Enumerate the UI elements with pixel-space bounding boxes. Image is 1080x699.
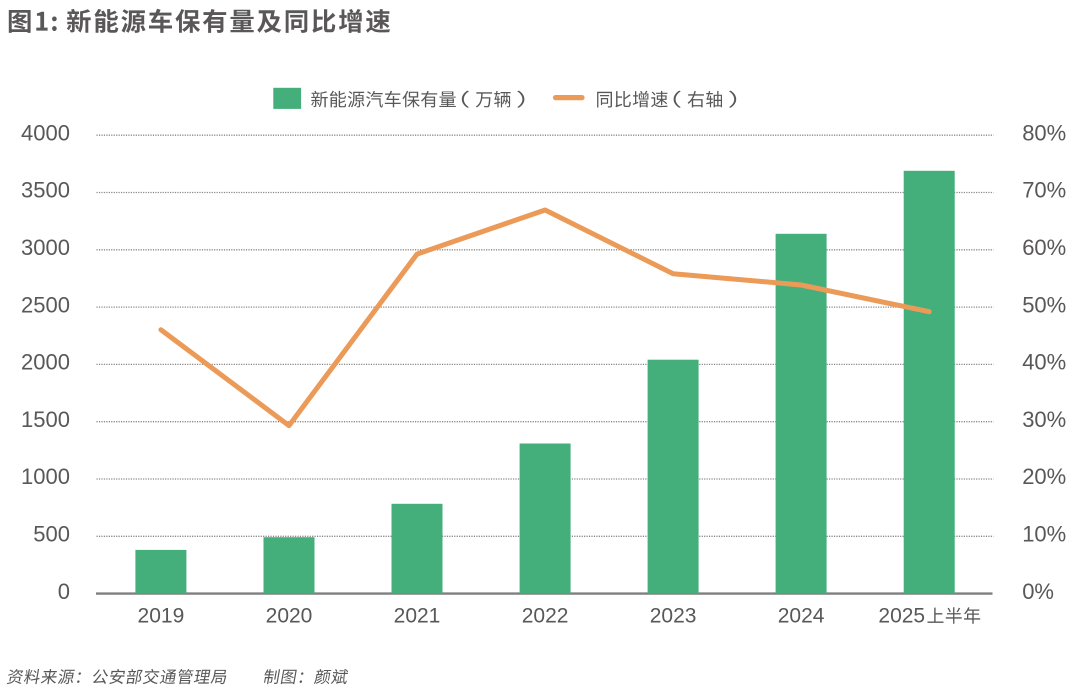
svg-text:2020: 2020 <box>266 605 313 628</box>
svg-text:500: 500 <box>33 522 70 547</box>
svg-text:70%: 70% <box>1022 178 1066 203</box>
svg-text:3000: 3000 <box>21 235 70 260</box>
svg-text:50%: 50% <box>1022 292 1066 317</box>
svg-text:40%: 40% <box>1022 350 1066 375</box>
svg-text:60%: 60% <box>1022 235 1066 260</box>
svg-text:1500: 1500 <box>21 407 70 432</box>
svg-text:0%: 0% <box>1022 579 1054 604</box>
svg-text:2024: 2024 <box>778 605 825 628</box>
svg-text:2022: 2022 <box>522 605 569 628</box>
svg-text:2023: 2023 <box>650 605 697 628</box>
svg-text:0: 0 <box>58 579 70 604</box>
svg-text:80%: 80% <box>1022 120 1066 145</box>
svg-text:4000: 4000 <box>21 120 70 145</box>
svg-text:20%: 20% <box>1022 464 1066 489</box>
svg-text:2019: 2019 <box>138 605 185 628</box>
svg-text:10%: 10% <box>1022 522 1066 547</box>
svg-text:1000: 1000 <box>21 464 70 489</box>
svg-text:2025: 2025 <box>878 605 925 628</box>
svg-text:2500: 2500 <box>21 292 70 317</box>
svg-text:30%: 30% <box>1022 407 1066 432</box>
svg-text:3500: 3500 <box>21 178 70 203</box>
svg-text:2000: 2000 <box>21 350 70 375</box>
svg-text:2021: 2021 <box>394 605 441 628</box>
